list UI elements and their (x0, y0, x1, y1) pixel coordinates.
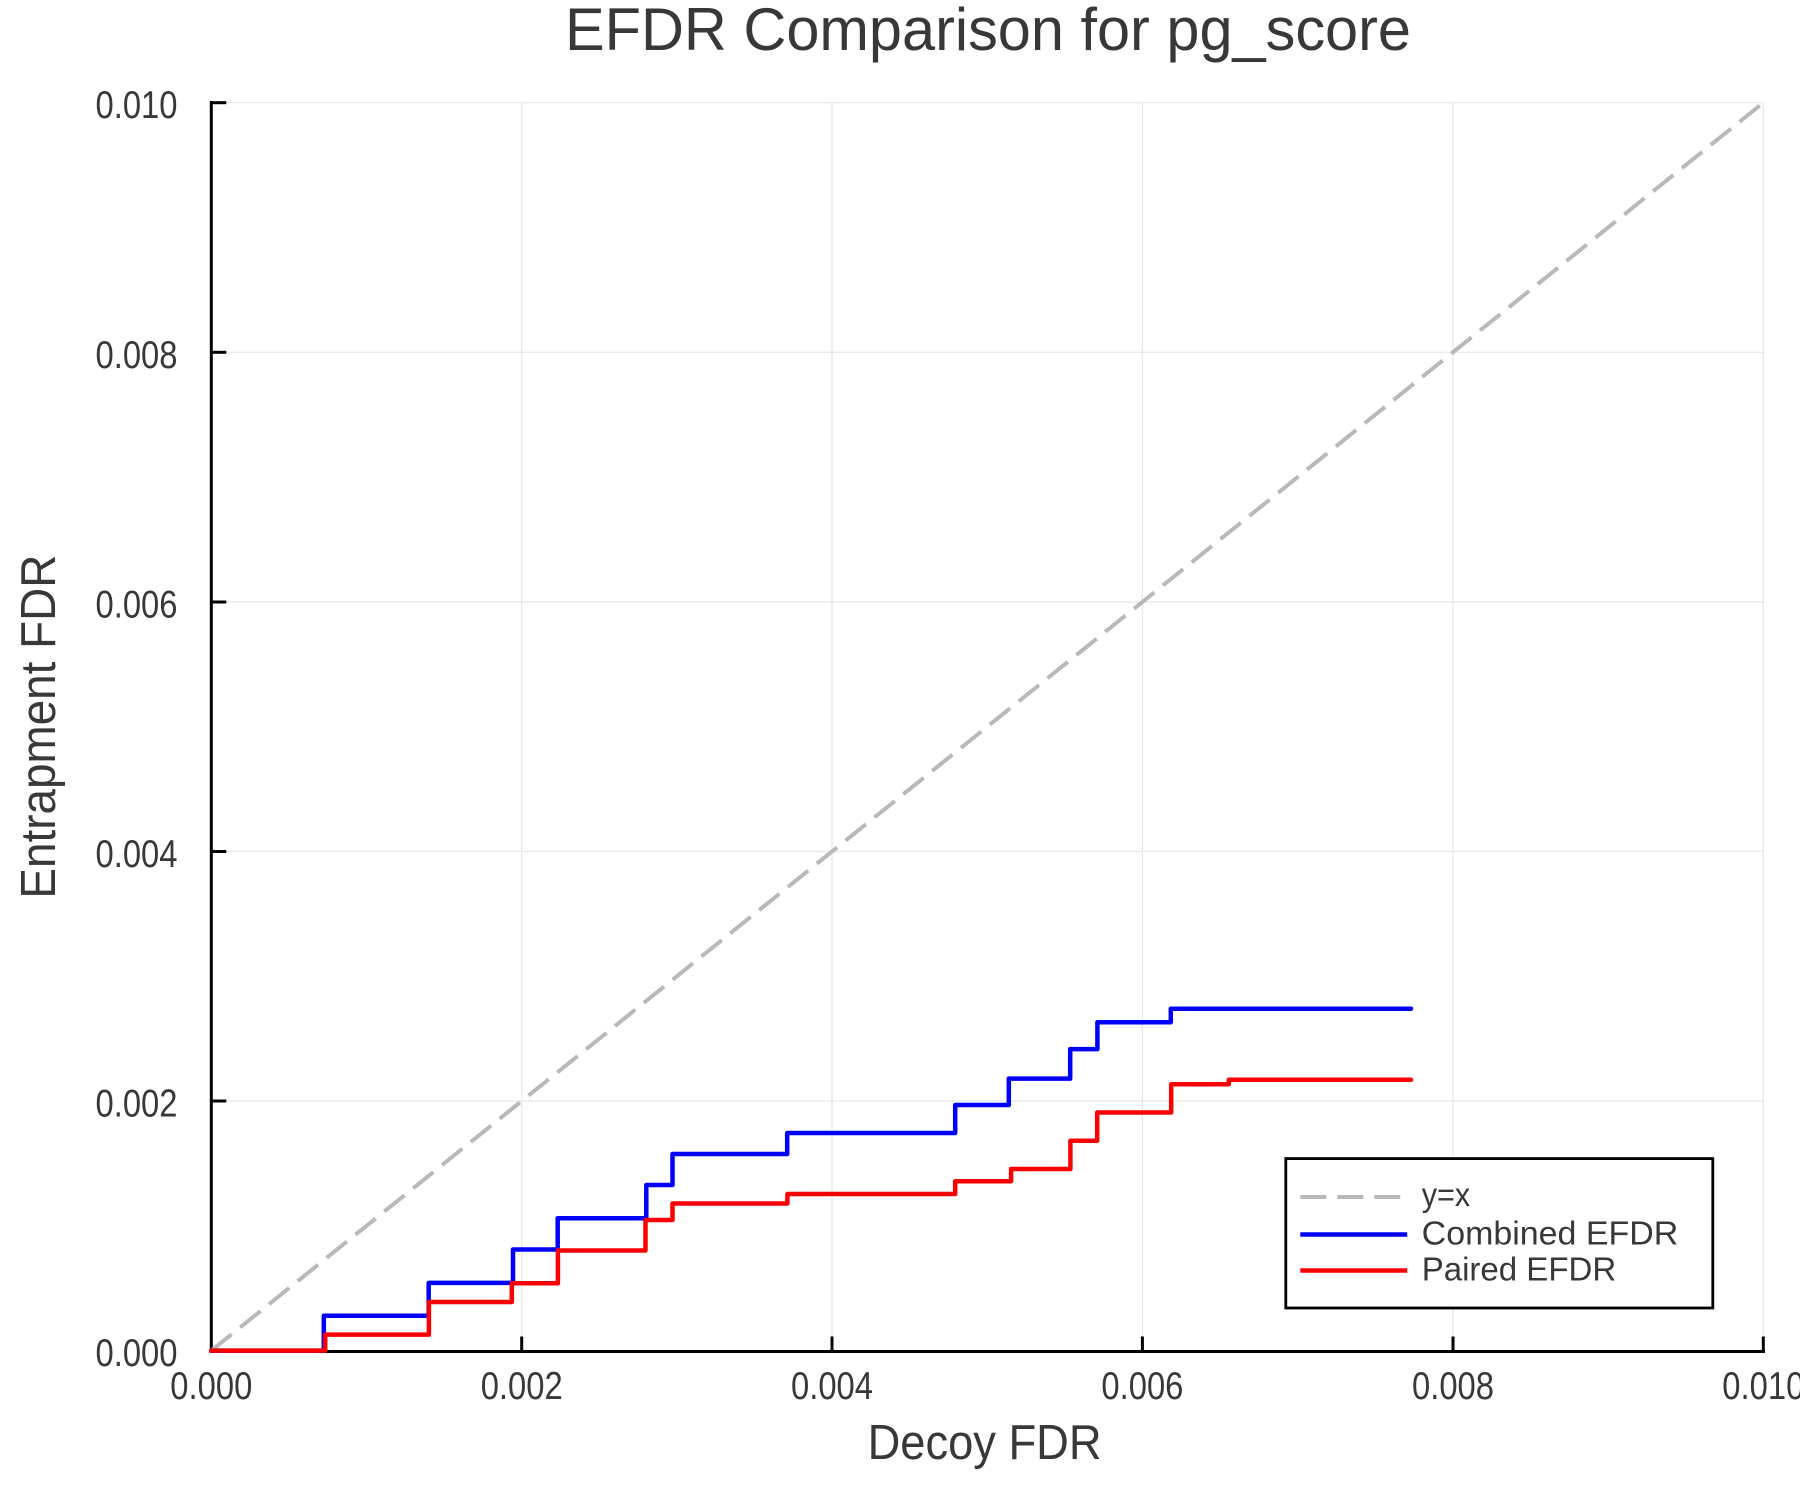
svg-text:0.004: 0.004 (96, 833, 178, 876)
svg-text:0.002: 0.002 (96, 1083, 178, 1126)
svg-text:Paired EFDR: Paired EFDR (1422, 1251, 1617, 1288)
svg-text:0.006: 0.006 (1101, 1365, 1183, 1408)
svg-text:0.000: 0.000 (170, 1365, 252, 1408)
svg-text:Entrapment FDR: Entrapment FDR (12, 555, 66, 899)
svg-text:Decoy FDR: Decoy FDR (868, 1416, 1102, 1470)
svg-text:0.002: 0.002 (481, 1365, 563, 1408)
svg-text:Combined EFDR: Combined EFDR (1422, 1215, 1679, 1252)
svg-text:0.004: 0.004 (791, 1365, 873, 1408)
svg-text:0.008: 0.008 (96, 334, 178, 377)
svg-text:y=x: y=x (1422, 1176, 1471, 1213)
svg-text:0.000: 0.000 (96, 1332, 178, 1375)
svg-text:0.006: 0.006 (96, 584, 178, 627)
svg-text:0.008: 0.008 (1412, 1365, 1494, 1408)
svg-text:0.010: 0.010 (1722, 1365, 1800, 1408)
svg-text:0.010: 0.010 (96, 84, 178, 127)
svg-text:EFDR Comparison for pg_score: EFDR Comparison for pg_score (565, 0, 1411, 63)
